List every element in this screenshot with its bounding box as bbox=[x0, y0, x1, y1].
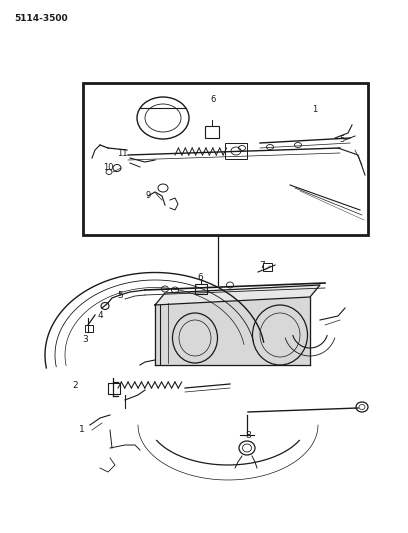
Text: 1: 1 bbox=[313, 106, 317, 115]
Text: 3: 3 bbox=[82, 335, 88, 344]
Bar bbox=[108, 383, 120, 394]
Text: 6: 6 bbox=[197, 273, 203, 282]
Polygon shape bbox=[155, 297, 310, 365]
Text: 6: 6 bbox=[210, 95, 216, 104]
Text: 7: 7 bbox=[259, 261, 265, 270]
Bar bbox=[85, 325, 93, 332]
Text: 5114-3500: 5114-3500 bbox=[14, 14, 68, 23]
Text: 10: 10 bbox=[103, 164, 113, 173]
Text: 8: 8 bbox=[245, 431, 251, 440]
Bar bbox=[225, 143, 247, 159]
Text: 9: 9 bbox=[145, 191, 151, 200]
Bar bbox=[195, 284, 207, 294]
Text: 4: 4 bbox=[97, 311, 103, 319]
Text: 5: 5 bbox=[339, 135, 345, 144]
Text: 11: 11 bbox=[117, 149, 127, 157]
Bar bbox=[205, 126, 219, 138]
Text: 1: 1 bbox=[79, 425, 85, 434]
Polygon shape bbox=[155, 285, 320, 305]
Text: 5: 5 bbox=[117, 290, 123, 300]
Bar bbox=[83, 83, 368, 235]
Bar bbox=[263, 263, 272, 271]
Text: 2: 2 bbox=[72, 381, 78, 390]
